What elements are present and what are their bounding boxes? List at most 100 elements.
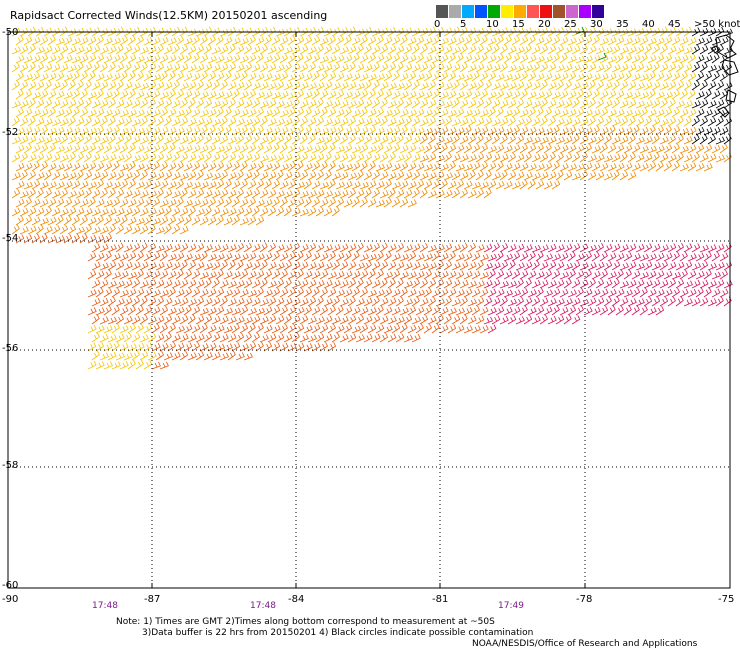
wind-barb bbox=[467, 298, 477, 307]
wind-barb bbox=[71, 37, 81, 46]
wind-barb bbox=[603, 243, 613, 253]
wind-barb bbox=[499, 260, 509, 271]
wind-barb bbox=[283, 314, 292, 325]
wind-barb bbox=[155, 44, 164, 55]
wind-barb bbox=[407, 109, 417, 118]
wind-barb bbox=[603, 134, 612, 145]
wind-barb bbox=[351, 162, 361, 172]
wind-barb bbox=[207, 162, 217, 172]
wind-barb bbox=[471, 252, 481, 262]
wind-barb bbox=[127, 161, 136, 172]
wind-barb bbox=[251, 279, 261, 289]
wind-barb bbox=[339, 261, 349, 271]
wind-barb bbox=[663, 270, 673, 280]
wind-barb bbox=[167, 216, 177, 226]
wind-barb bbox=[203, 81, 213, 91]
wind-barb bbox=[419, 172, 429, 181]
wind-barb bbox=[691, 279, 701, 289]
wind-barb bbox=[499, 153, 509, 163]
wind-barb bbox=[111, 305, 120, 316]
wind-barb bbox=[387, 135, 397, 145]
wind-barb bbox=[175, 71, 185, 82]
wind-barb bbox=[115, 99, 125, 109]
wind-barb bbox=[459, 135, 469, 145]
wind-barb bbox=[287, 180, 297, 190]
wind-barb bbox=[295, 269, 304, 280]
wind-barb bbox=[199, 307, 209, 316]
wind-barb bbox=[575, 55, 585, 64]
wind-barb bbox=[43, 188, 53, 199]
wind-barb bbox=[291, 154, 301, 163]
wind-barb bbox=[299, 63, 309, 73]
wind-barb bbox=[507, 171, 517, 181]
wind-barb bbox=[231, 215, 240, 226]
wind-barb bbox=[471, 305, 481, 316]
wind-barb bbox=[199, 181, 209, 190]
wind-barb bbox=[535, 180, 545, 190]
wind-barb bbox=[599, 107, 609, 118]
wind-barb bbox=[355, 63, 365, 73]
wind-barb bbox=[63, 198, 73, 208]
wind-barb bbox=[447, 53, 456, 64]
wind-barb bbox=[383, 271, 393, 280]
wind-barb bbox=[627, 261, 637, 271]
wind-barb bbox=[391, 36, 401, 46]
wind-barb bbox=[515, 243, 525, 253]
wind-barb bbox=[175, 161, 184, 172]
wind-barb bbox=[671, 271, 681, 280]
wind-barb bbox=[143, 37, 153, 46]
wind-barb bbox=[539, 279, 549, 289]
wind-barb bbox=[643, 44, 652, 55]
wind-barb bbox=[495, 35, 504, 46]
wind-barb bbox=[695, 287, 704, 298]
wind-barb bbox=[431, 107, 441, 118]
wind-barb bbox=[383, 54, 393, 64]
wind-barb bbox=[507, 280, 517, 289]
wind-barb bbox=[15, 180, 25, 190]
wind-barb bbox=[319, 324, 329, 334]
wind-barb bbox=[367, 198, 377, 208]
wind-barb bbox=[715, 99, 725, 109]
wind-barb bbox=[571, 243, 581, 253]
wind-barb bbox=[115, 333, 125, 343]
wind-barb bbox=[379, 297, 389, 307]
wind-barb bbox=[119, 289, 129, 298]
wind-barb bbox=[231, 89, 240, 100]
wind-barb bbox=[675, 27, 685, 37]
wind-barb bbox=[315, 44, 324, 55]
wind-barb bbox=[371, 333, 381, 343]
wind-barb bbox=[211, 153, 221, 163]
wind-barb bbox=[99, 243, 109, 253]
wind-barb bbox=[139, 116, 148, 127]
wind-barb bbox=[71, 107, 80, 118]
wind-barb bbox=[483, 170, 492, 181]
wind-barb bbox=[111, 89, 120, 100]
wind-barb bbox=[579, 63, 589, 73]
wind-barb bbox=[491, 118, 501, 127]
wind-barb bbox=[407, 324, 417, 334]
wind-barb bbox=[199, 91, 209, 100]
wind-barb bbox=[563, 117, 573, 127]
wind-barb bbox=[527, 179, 536, 190]
wind-barb bbox=[539, 171, 549, 181]
wind-barb bbox=[323, 152, 332, 163]
wind-barb bbox=[487, 37, 497, 46]
wind-barb bbox=[651, 243, 661, 253]
wind-barb bbox=[567, 289, 577, 298]
wind-barb bbox=[107, 46, 117, 55]
wind-barb bbox=[171, 207, 181, 217]
wind-barb bbox=[463, 54, 473, 64]
wind-barb bbox=[531, 100, 541, 109]
wind-barb bbox=[227, 136, 237, 145]
wind-barb bbox=[375, 107, 385, 118]
wind-barb bbox=[191, 341, 201, 352]
wind-barb bbox=[351, 90, 361, 100]
wind-barb bbox=[271, 325, 281, 334]
wind-barb bbox=[503, 109, 513, 118]
wind-barb bbox=[691, 116, 700, 127]
wind-barb bbox=[387, 172, 397, 181]
wind-barb bbox=[495, 180, 505, 190]
wind-barb bbox=[483, 188, 492, 199]
wind-barb bbox=[207, 91, 217, 100]
wind-barb bbox=[607, 72, 617, 82]
